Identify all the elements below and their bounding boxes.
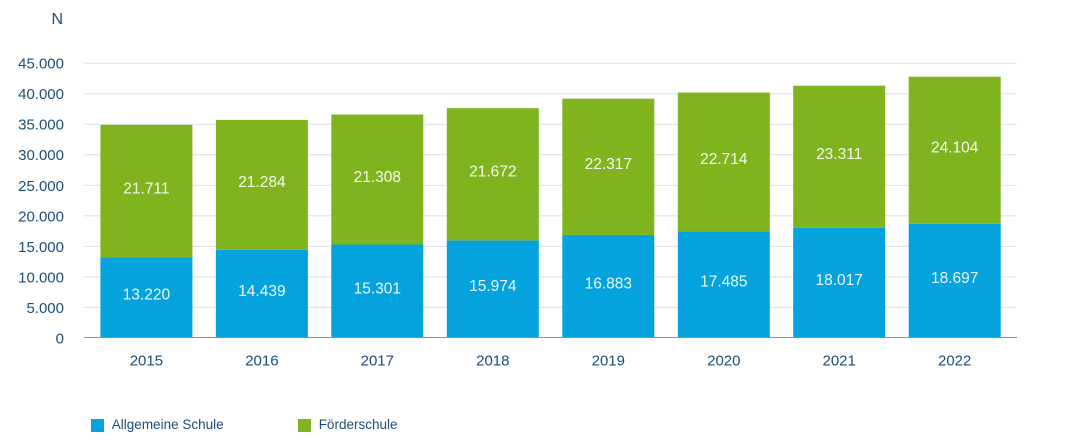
svg-text:15.301: 15.301 [354,280,401,297]
svg-text:35.000: 35.000 [18,117,64,134]
svg-text:15.000: 15.000 [18,239,64,256]
svg-text:5.000: 5.000 [26,300,64,317]
svg-text:16.883: 16.883 [585,275,632,292]
svg-text:2020: 2020 [707,352,740,369]
svg-text:2017: 2017 [361,352,394,369]
svg-text:21.672: 21.672 [469,164,516,181]
svg-text:20.000: 20.000 [18,208,64,225]
svg-text:18.697: 18.697 [931,270,978,287]
svg-text:30.000: 30.000 [18,147,64,164]
svg-text:15.974: 15.974 [469,278,517,295]
svg-text:17.485: 17.485 [700,274,747,291]
svg-text:40.000: 40.000 [18,86,64,103]
svg-text:2019: 2019 [592,352,625,369]
svg-text:0: 0 [56,330,64,347]
svg-text:2022: 2022 [938,352,971,369]
svg-text:Allgemeine Schule: Allgemeine Schule [112,417,224,432]
svg-text:Förderschule: Förderschule [319,417,398,432]
svg-text:23.311: 23.311 [816,146,862,163]
svg-text:2018: 2018 [476,352,509,369]
svg-text:21.711: 21.711 [123,180,169,197]
svg-text:13.220: 13.220 [123,287,171,304]
svg-text:22.317: 22.317 [585,156,632,173]
svg-text:45.000: 45.000 [18,56,64,73]
svg-text:2015: 2015 [130,352,163,369]
svg-text:14.439: 14.439 [238,283,285,300]
svg-text:2021: 2021 [823,352,856,369]
svg-text:18.017: 18.017 [815,272,862,289]
svg-text:N: N [51,11,63,28]
svg-text:21.284: 21.284 [238,174,286,191]
svg-text:2016: 2016 [245,352,278,369]
svg-text:21.308: 21.308 [354,169,401,186]
svg-text:24.104: 24.104 [931,140,979,157]
svg-text:25.000: 25.000 [18,178,64,195]
svg-text:22.714: 22.714 [700,151,748,168]
svg-text:10.000: 10.000 [18,269,64,286]
